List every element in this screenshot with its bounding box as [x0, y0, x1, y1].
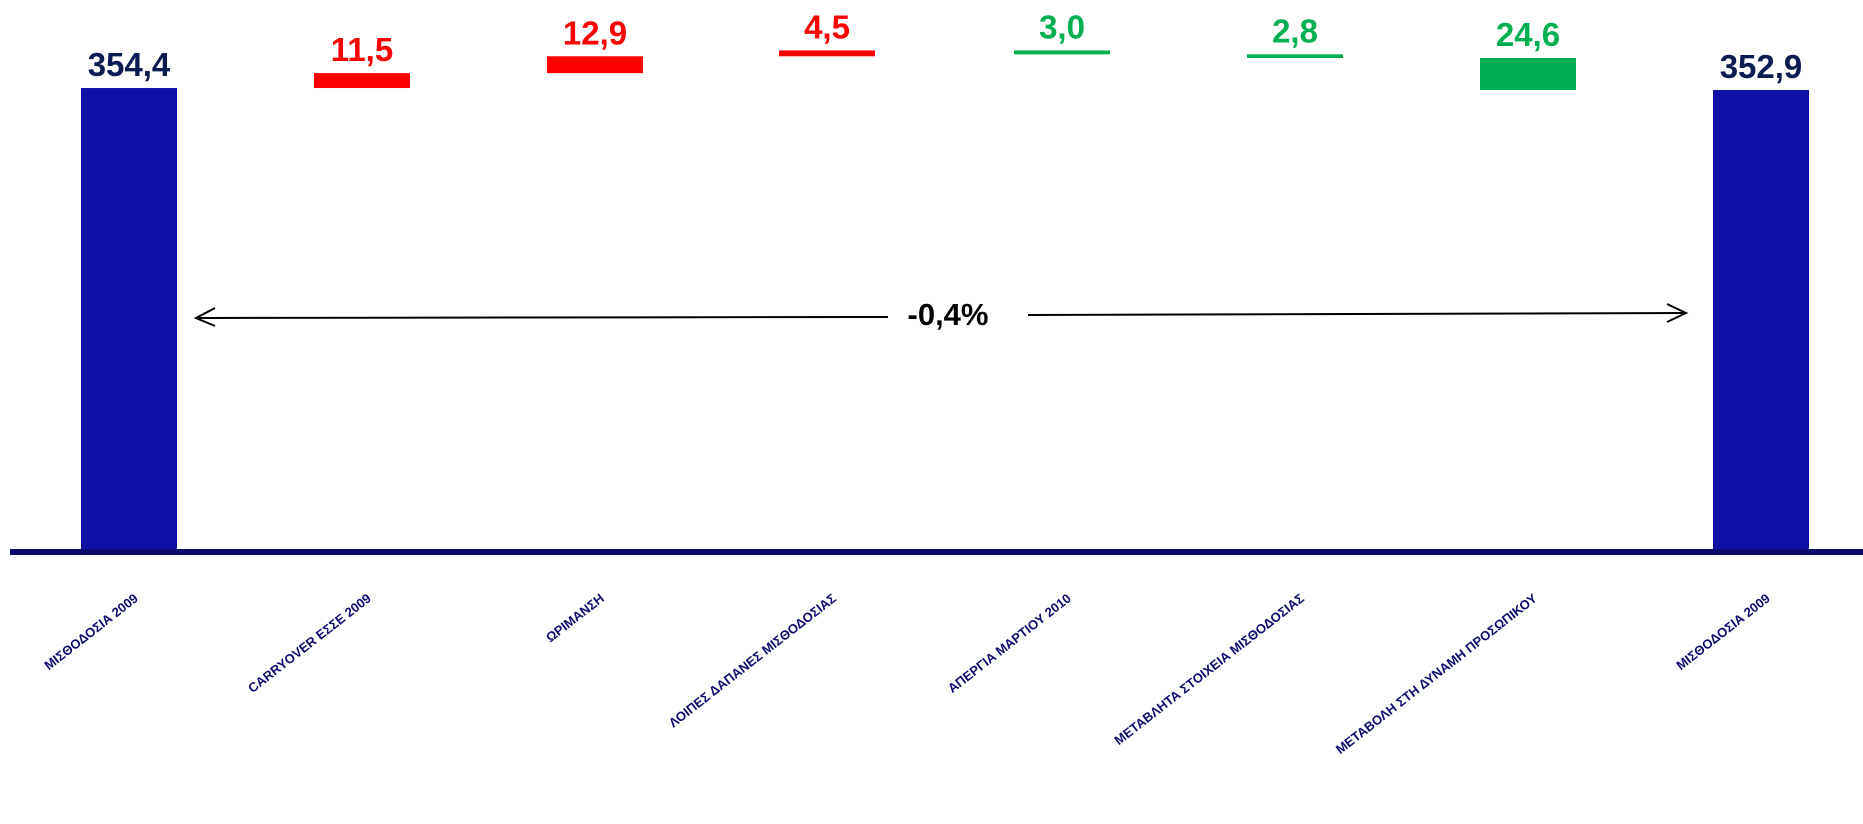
category-label-2: CARRYOVER ΕΣΣΕ 2009 [245, 591, 374, 696]
change-arrow-left-head [193, 307, 216, 327]
bar-5 [1014, 50, 1110, 55]
category-label-8: ΜΙΣΘΟΔΟΣΙΑ 2009 [1673, 591, 1773, 673]
category-label-3: ΩΡΙΜΑΝΣΗ [543, 591, 607, 646]
bar-2 [314, 73, 410, 89]
bar-4 [779, 50, 875, 57]
bar-3 [547, 56, 643, 74]
change-arrow-left-line [195, 316, 889, 319]
value-label-8: 352,9 [1720, 48, 1803, 85]
bar-1 [81, 88, 177, 549]
change-annotation: -0,4% [193, 297, 1689, 332]
value-labels-group: 354,4 11,5 12,9 4,5 3,0 2,8 24,6 352,9 [88, 8, 1803, 85]
category-label-1: ΜΙΣΘΟΔΟΣΙΑ 2009 [41, 591, 141, 673]
value-label-6: 2,8 [1272, 12, 1318, 49]
category-label-5: ΑΠΕΡΓΙΑ ΜΑΡΤΙΟΥ 2010 [945, 591, 1074, 696]
category-label-4: ΛΟΙΠΕΣ ΔΑΠΑΝΕΣ ΜΙΣΘΟΔΟΣΙΑΣ [666, 590, 839, 730]
bar-6 [1247, 54, 1343, 58]
value-label-5: 3,0 [1039, 8, 1085, 45]
bar-7 [1480, 57, 1576, 90]
value-label-7: 24,6 [1496, 16, 1560, 53]
value-label-4: 4,5 [804, 8, 850, 45]
change-arrow-right-head [1666, 303, 1689, 323]
bar-8 [1713, 89, 1809, 549]
value-label-2: 11,5 [331, 31, 393, 68]
category-labels-group: ΜΙΣΘΟΔΟΣΙΑ 2009 CARRYOVER ΕΣΣΕ 2009 ΩΡΙΜΑΝ… [41, 590, 1773, 757]
category-label-6: ΜΕΤΑΒΛΗΤΑ ΣΤΟΙΧΕΙΑ ΜΙΣΘΟΔΟΣΙΑΣ [1111, 590, 1307, 747]
change-arrow-right-line [1027, 312, 1687, 316]
bars-group [81, 50, 1809, 549]
value-label-1: 354,4 [88, 46, 171, 83]
category-label-7: ΜΕΤΑΒΟΛΗ ΣΤΗ ΔΥΝΑΜΗ ΠΡΟΣΩΠΙΚΟΥ [1333, 590, 1540, 757]
value-label-3: 12,9 [563, 14, 627, 51]
percent-change-label: -0,4% [908, 297, 989, 332]
